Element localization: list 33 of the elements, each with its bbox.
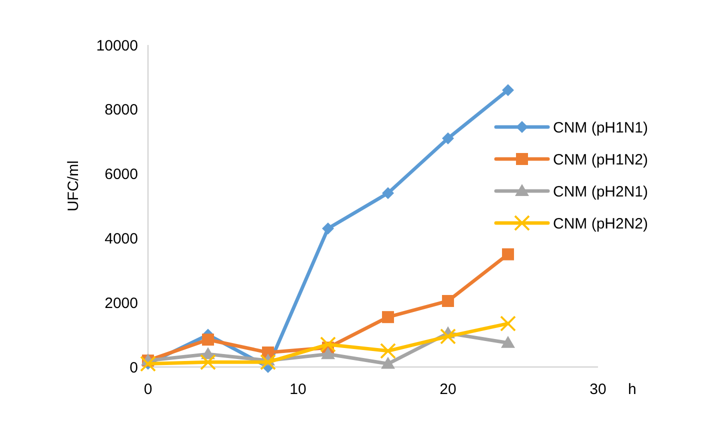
point — [502, 248, 514, 260]
point — [382, 187, 394, 200]
point — [501, 336, 515, 348]
point — [382, 311, 394, 324]
point — [442, 294, 454, 307]
x-tick-label: 20 — [440, 381, 456, 398]
point — [260, 354, 276, 370]
point — [200, 354, 216, 370]
y-tick-label: 4000 — [104, 230, 138, 248]
point — [380, 342, 396, 359]
y-tick-label: 2000 — [104, 294, 138, 312]
point — [440, 328, 456, 344]
y-tick-label: 8000 — [104, 102, 138, 119]
point — [321, 347, 335, 360]
point — [381, 356, 395, 369]
y-axis-title: UFC/ml — [65, 160, 82, 212]
legend-label: CNM (pH1N1) — [553, 119, 648, 136]
y-tick-label: 10000 — [96, 37, 138, 54]
point — [500, 316, 516, 332]
legend-label: CNM (pH2N2) — [553, 215, 648, 232]
point — [202, 334, 214, 346]
point — [320, 336, 336, 352]
point — [322, 222, 334, 235]
y-tick-label: 6000 — [104, 166, 138, 184]
x-tick-label: 30 — [590, 381, 606, 398]
legend-label: CNM (pH1N2) — [553, 151, 648, 168]
x-tick-label: 10 — [290, 381, 306, 398]
x-axis-title: h — [628, 381, 636, 398]
x-tick-label: 0 — [144, 381, 152, 398]
y-tick-label: 0 — [130, 359, 138, 376]
point — [442, 132, 454, 144]
legend-label: CNM (pH2N1) — [553, 183, 648, 200]
point — [502, 84, 514, 96]
